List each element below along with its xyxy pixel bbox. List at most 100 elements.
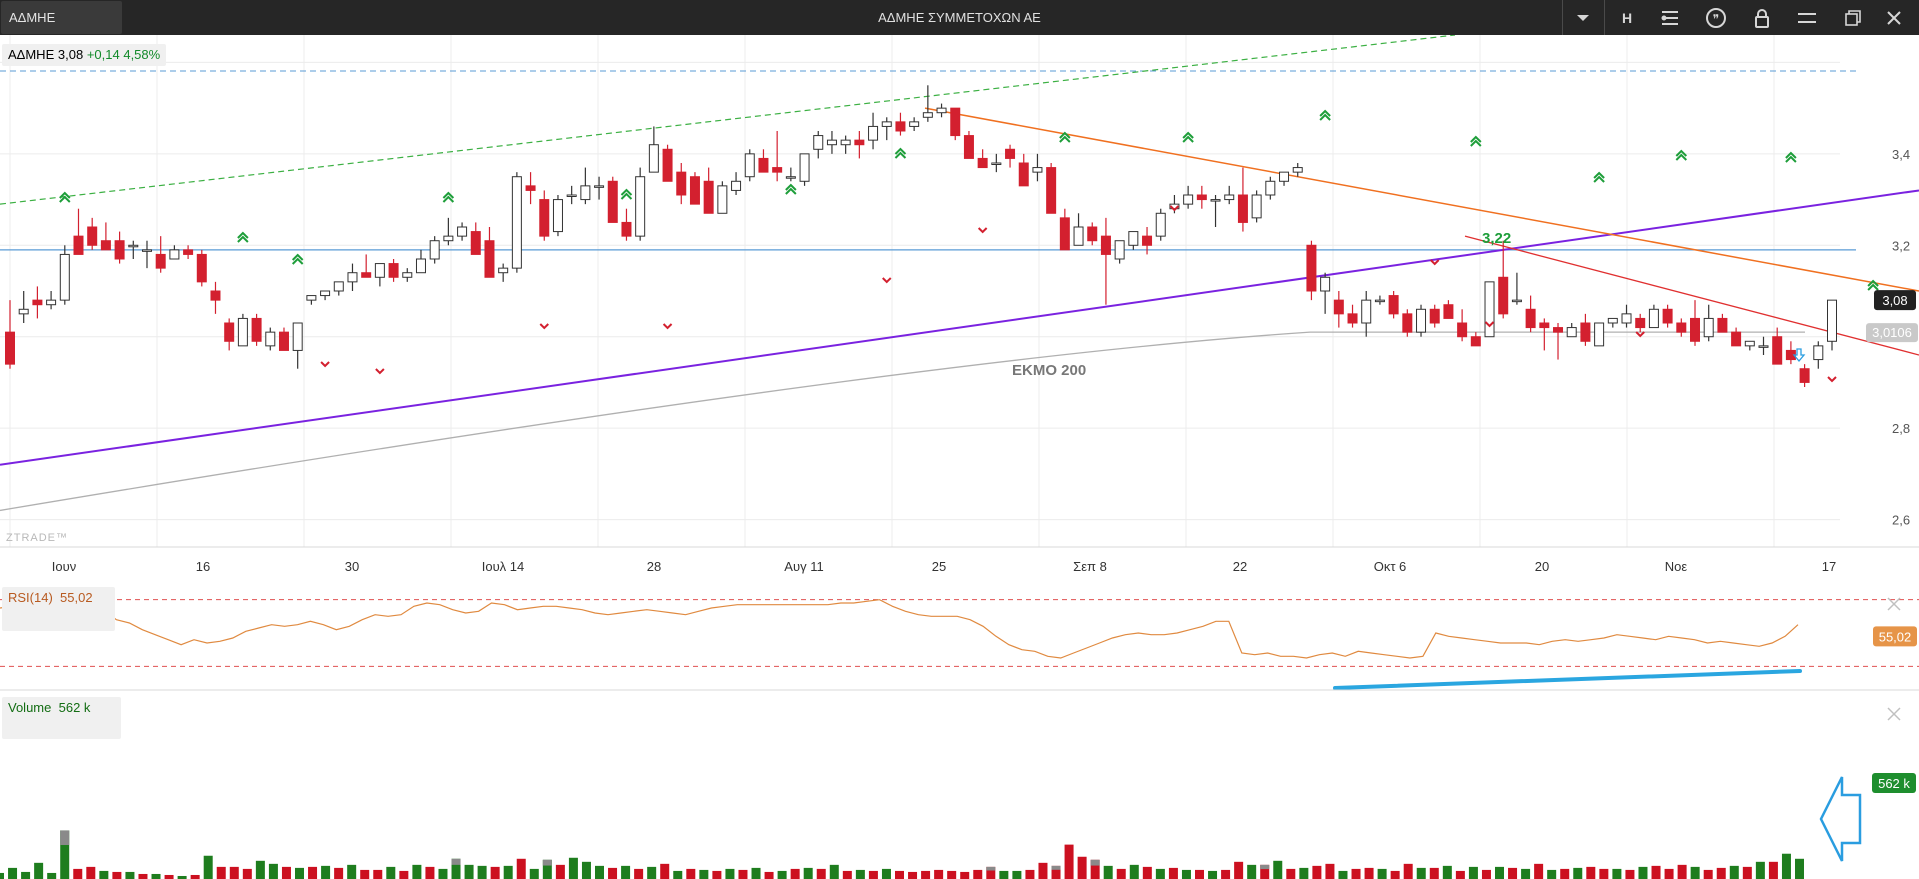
purple-trendline xyxy=(0,189,1919,466)
volume-bar xyxy=(1429,867,1439,879)
chart-area[interactable]: ΕΚΜΟ 200 3,22 ZTRADE™ 2,6 2,8 3,2 3,4 3,08 3,010… xyxy=(0,35,1919,879)
candle-body xyxy=(484,240,495,278)
volume-bar xyxy=(1455,870,1465,879)
candle-body xyxy=(1279,171,1290,182)
candle-body xyxy=(1511,299,1522,303)
volume-bar xyxy=(686,868,696,879)
rsi-line xyxy=(0,599,1799,659)
candle-body xyxy=(922,112,933,118)
comment-icon[interactable]: ❞ xyxy=(1703,5,1729,31)
volume-bar xyxy=(1090,859,1100,879)
candle-body xyxy=(744,153,755,178)
candle-body xyxy=(59,253,70,301)
rsi-legend: RSI(14) 55,02 xyxy=(2,587,115,631)
candle-body xyxy=(909,121,920,127)
volume-bar xyxy=(34,862,44,879)
candle-body xyxy=(566,194,577,197)
volume-bar xyxy=(1742,866,1752,879)
volume-bar xyxy=(1534,863,1544,879)
candle-body xyxy=(1580,322,1591,342)
volume-bar xyxy=(138,873,148,879)
volume-bar xyxy=(1025,869,1035,879)
volume-bar xyxy=(399,870,409,879)
candle-body xyxy=(155,253,166,269)
candle-body xyxy=(1374,299,1385,303)
signal-chevron xyxy=(1484,321,1495,328)
candle-body xyxy=(635,176,646,237)
signal-chevron xyxy=(1867,279,1879,291)
candle-body xyxy=(703,180,714,214)
candle-body xyxy=(18,308,29,315)
volume-legend: Volume 562 k xyxy=(2,697,121,739)
signal-chevron xyxy=(882,277,892,284)
volume-bar-overlay xyxy=(451,858,461,865)
candle-body xyxy=(169,249,180,260)
x-tick-label: 25 xyxy=(932,559,946,574)
chevron-down-icon[interactable] xyxy=(1570,5,1596,31)
volume-bar xyxy=(1286,868,1296,879)
volume-bar xyxy=(334,867,344,879)
candle-body xyxy=(1827,299,1837,342)
signal-chevron xyxy=(1675,149,1688,161)
y-tick-label: 2,6 xyxy=(1892,513,1910,528)
candle-body xyxy=(457,226,468,237)
volume-bar xyxy=(1468,866,1478,879)
volume-bar xyxy=(581,861,591,879)
x-tick-label: Νοε xyxy=(1665,559,1688,574)
volume-bar xyxy=(242,868,252,879)
restore-window-icon[interactable] xyxy=(1840,5,1866,31)
volume-bar xyxy=(21,871,31,879)
svg-text:❞: ❞ xyxy=(1713,12,1719,26)
candle-body xyxy=(840,139,851,146)
volume-bar xyxy=(1612,868,1622,879)
close-icon[interactable] xyxy=(1881,5,1907,31)
candle-body xyxy=(306,295,317,301)
volume-bar xyxy=(1521,868,1531,879)
candle-body xyxy=(100,240,111,251)
volume-bar xyxy=(1116,868,1126,879)
volume-bar xyxy=(921,870,931,879)
volume-bar xyxy=(451,858,461,879)
toolbar-separator xyxy=(1562,0,1563,35)
y-tick-label: 2,8 xyxy=(1892,421,1910,436)
last-price-label: 3,08 xyxy=(1882,293,1907,308)
volume-bar xyxy=(986,866,996,879)
candle-body xyxy=(1744,340,1755,347)
interval-button[interactable]: H xyxy=(1621,10,1633,26)
candle-body xyxy=(292,322,303,351)
up-arrow-icon xyxy=(1792,348,1806,363)
candle-body xyxy=(347,272,358,283)
lock-icon[interactable] xyxy=(1749,5,1775,31)
candle-body xyxy=(1429,308,1440,324)
menu-icon[interactable] xyxy=(1794,5,1820,31)
volume-bar xyxy=(216,866,226,879)
candle-body xyxy=(1142,235,1153,246)
volume-bar xyxy=(0,872,4,879)
candle-body xyxy=(813,135,824,150)
signal-chevron xyxy=(1059,131,1071,143)
volume-value-label: 562 k xyxy=(1878,776,1910,791)
x-tick-label: 17 xyxy=(1822,559,1836,574)
candle-body xyxy=(1690,317,1701,342)
candle-body xyxy=(1059,217,1070,251)
y-tick-label: 3,4 xyxy=(1892,147,1910,162)
volume-bar xyxy=(673,870,683,879)
candle-body xyxy=(1100,235,1111,255)
volume-bar xyxy=(842,870,852,879)
close-icon xyxy=(1887,597,1901,611)
signal-chevron xyxy=(1470,135,1482,147)
volume-bar xyxy=(1103,865,1113,879)
indicators-icon[interactable] xyxy=(1657,5,1683,31)
volume-bar xyxy=(1325,863,1335,879)
candle-body xyxy=(237,317,248,347)
candle-body xyxy=(1032,167,1043,173)
ema-annotation: ΕΚΜΟ 200 xyxy=(1012,362,1086,379)
signal-chevron xyxy=(1306,285,1317,292)
candle-body xyxy=(854,139,865,146)
volume-bar xyxy=(777,870,787,879)
volume-bar xyxy=(1181,869,1191,879)
red-trendline xyxy=(1464,235,1919,356)
signal-chevron xyxy=(539,323,549,330)
rsi-pane: 55,02 xyxy=(0,597,1919,691)
symbol-selector[interactable]: ΑΔΜΗΕ xyxy=(1,1,122,34)
